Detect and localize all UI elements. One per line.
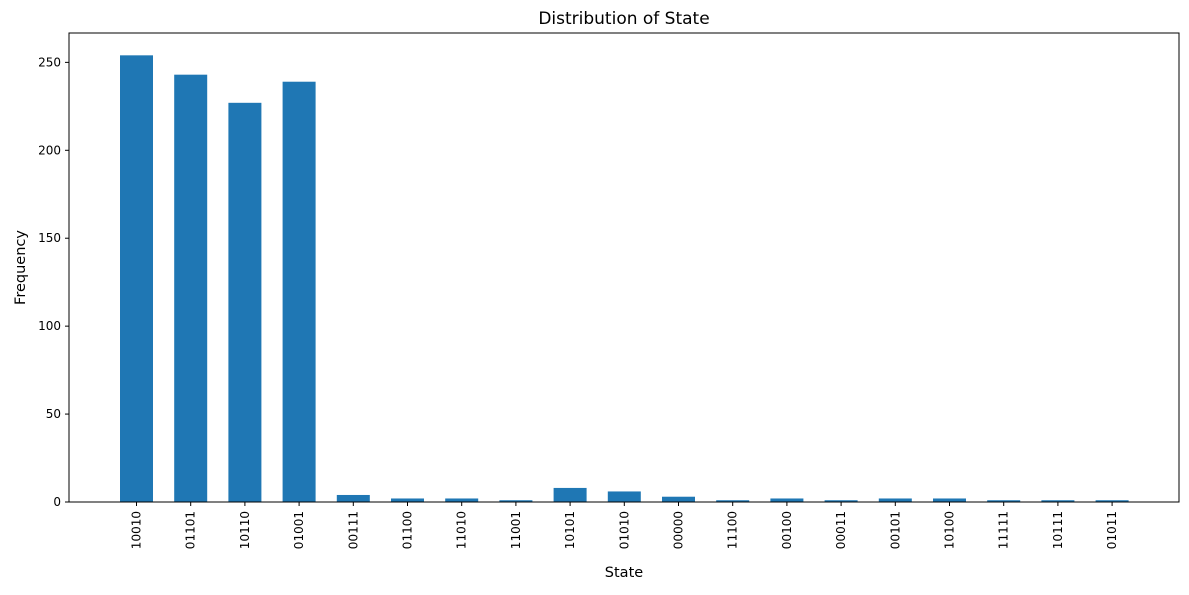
x-axis-label: State (605, 565, 643, 581)
bar-00111 (336, 494, 370, 502)
bar-11111 (987, 500, 1021, 502)
y-tick-label: 50 (46, 407, 61, 421)
bar-01100 (391, 498, 424, 502)
x-tick-label: 01010 (617, 511, 631, 549)
bar-10110 (228, 102, 262, 502)
bar-01101 (174, 74, 208, 503)
bar-00100 (770, 498, 804, 502)
bar-11001 (499, 500, 533, 502)
x-tick-label: 01001 (292, 511, 306, 549)
y-tick-label: 100 (38, 319, 61, 333)
x-tick-label: 01011 (1105, 511, 1119, 549)
x-tick-label: 00101 (888, 511, 902, 549)
x-tick-label: 00111 (346, 511, 360, 549)
bar-11100 (716, 500, 750, 502)
y-tick-label: 0 (53, 495, 61, 509)
x-tick-label: 10100 (943, 511, 957, 549)
x-tick-label: 00000 (672, 511, 686, 549)
bar-10100 (933, 498, 966, 502)
bars-layer (120, 55, 1129, 503)
x-tick-label: 10110 (238, 511, 252, 549)
y-tick-label: 250 (38, 55, 61, 69)
plot-frame (68, 32, 1180, 503)
x-tick-label: 11001 (509, 511, 523, 549)
y-tick-label: 150 (38, 231, 61, 245)
chart-title: Distribution of State (538, 9, 709, 29)
bar-01001 (282, 81, 316, 503)
y-axis: 0 50 100 150 200 250 (38, 55, 69, 509)
x-tick-label: 10010 (130, 511, 144, 549)
x-axis: 10010 01101 10110 01001 00111 01100 11010 11001… (130, 502, 1119, 549)
x-tick-label: 01100 (401, 511, 415, 549)
x-tick-label: 11010 (455, 511, 469, 549)
bar-01010 (607, 491, 641, 502)
bar-10101 (553, 487, 587, 502)
bar-00011 (824, 500, 858, 502)
y-axis-label: Frequency (13, 230, 29, 305)
x-tick-label: 11111 (997, 511, 1011, 549)
x-tick-label: 00011 (834, 511, 848, 549)
x-tick-label: 11100 (726, 511, 740, 549)
x-tick-label: 01101 (184, 511, 198, 549)
bar-10111 (1041, 500, 1075, 502)
x-tick-label: 10101 (563, 511, 577, 549)
bar-01011 (1095, 500, 1129, 502)
bar-00101 (878, 498, 912, 502)
bar-11010 (445, 498, 479, 502)
bar-10010 (120, 55, 153, 502)
x-tick-label: 00100 (780, 511, 794, 549)
y-tick-label: 200 (38, 143, 61, 157)
x-tick-label: 10111 (1051, 511, 1065, 549)
bar-00000 (662, 496, 695, 502)
